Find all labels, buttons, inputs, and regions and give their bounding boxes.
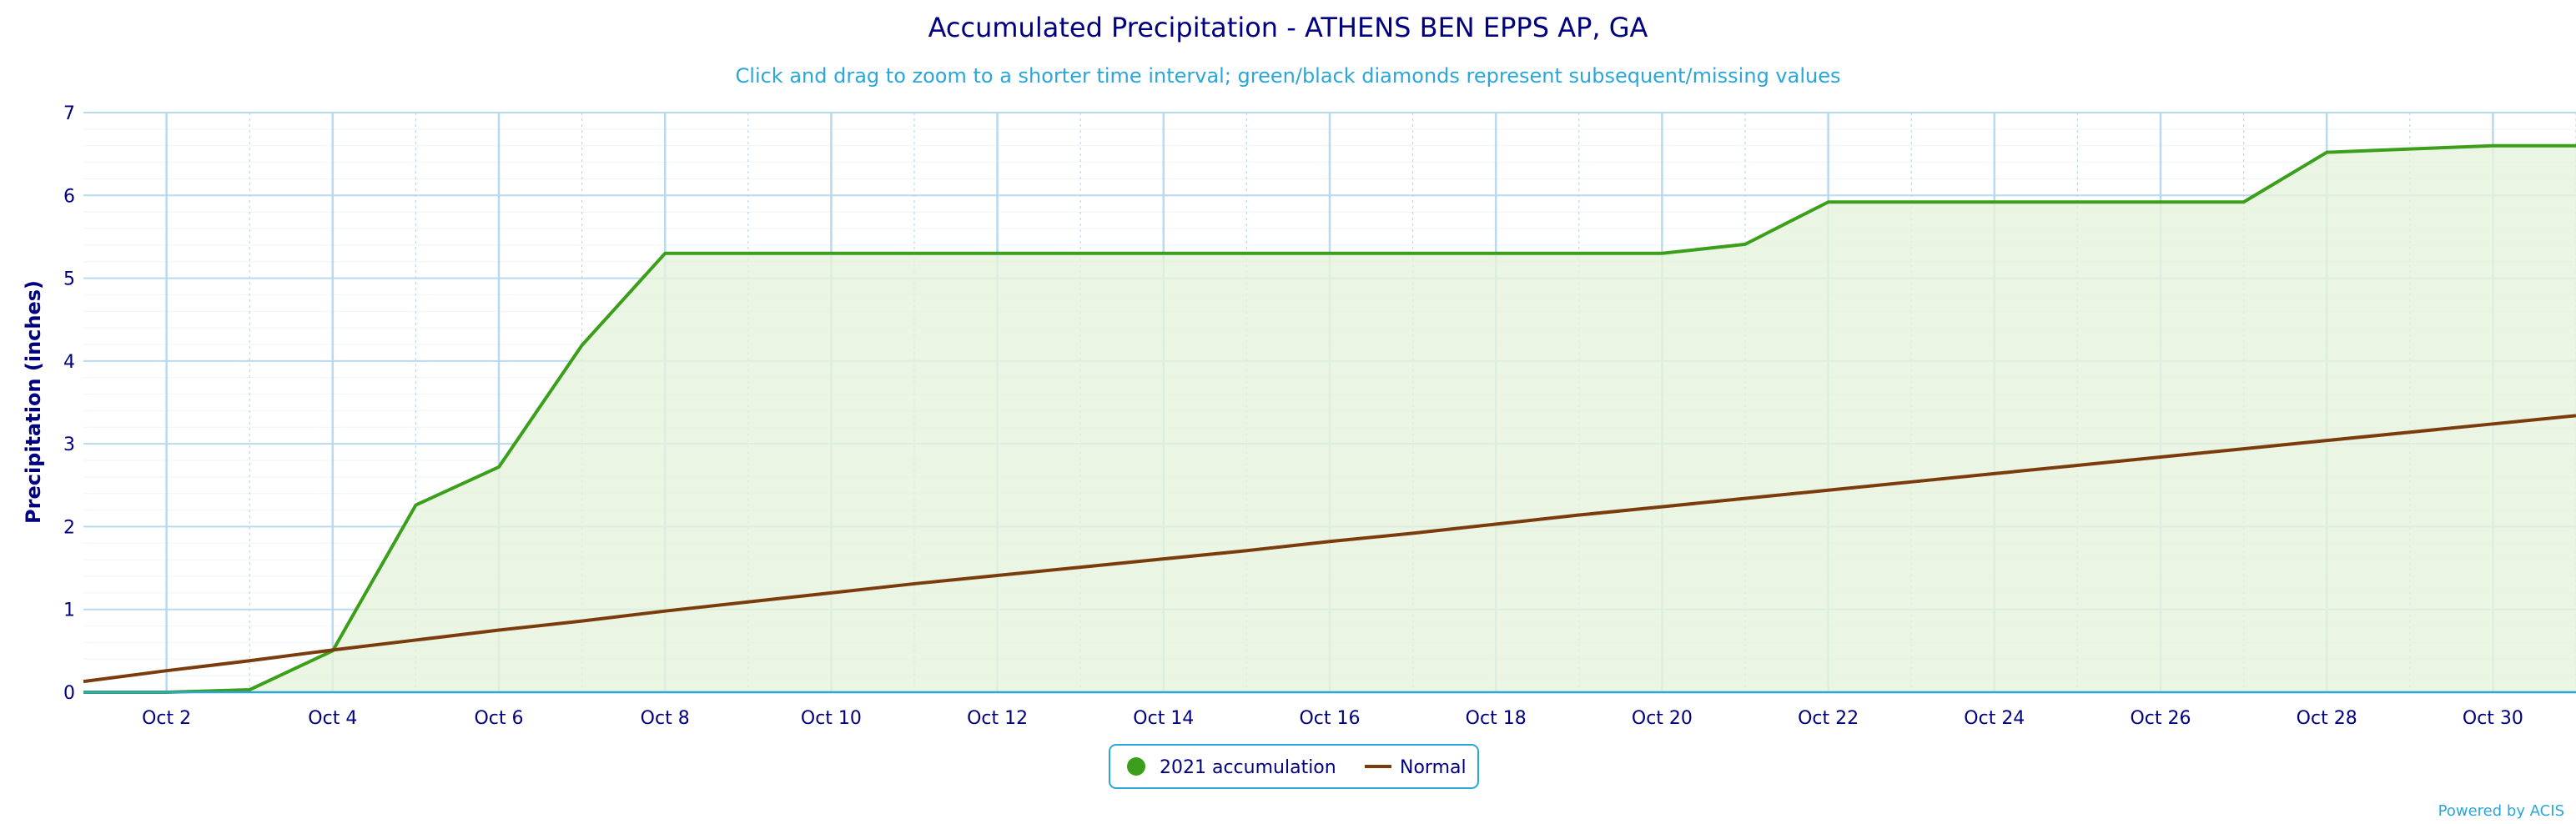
lines-layer <box>78 141 2576 694</box>
data-point-normal[interactable] <box>1740 494 1750 504</box>
data-point-normal[interactable] <box>826 588 836 598</box>
x-tick-label: Oct 10 <box>801 708 862 729</box>
data-point-2021-accumulation[interactable] <box>1241 249 1251 259</box>
data-point-normal[interactable] <box>1906 477 1916 487</box>
data-point-normal[interactable] <box>1990 469 2000 479</box>
x-tick-label: Oct 20 <box>1632 708 1693 729</box>
data-point-normal[interactable] <box>494 626 504 636</box>
data-point-2021-accumulation[interactable] <box>2322 148 2332 158</box>
y-tick-label: 2 <box>63 517 75 538</box>
area-layer <box>83 145 2576 692</box>
axes: 0 1 2 3 4 5 6 7 Oct 2 Oct 4 Oct 6 Oct 8 Oct 10 Oct 12… <box>63 103 2576 729</box>
data-point-normal[interactable] <box>1408 528 1418 538</box>
data-point-normal[interactable] <box>162 666 172 676</box>
legend[interactable]: 2021 accumulation Normal <box>1109 744 1479 789</box>
data-point-2021-accumulation[interactable] <box>1824 197 1834 207</box>
data-point-2021-accumulation[interactable] <box>2239 197 2249 207</box>
series-area-2021-accumulation <box>83 145 2576 692</box>
data-point-2021-accumulation[interactable] <box>2405 144 2415 154</box>
chart-title: Accumulated Precipitation - ATHENS BEN E… <box>928 12 1648 43</box>
legend-item-2021-accumulation[interactable]: 2021 accumulation <box>1127 757 1336 778</box>
data-point-2021-accumulation[interactable] <box>2488 141 2498 151</box>
data-point-2021-accumulation[interactable] <box>1657 249 1667 259</box>
data-point-normal[interactable] <box>2072 460 2082 470</box>
x-tick-label: Oct 4 <box>308 708 357 729</box>
legend-label-2021-accumulation: 2021 accumulation <box>1160 757 1336 778</box>
data-point-2021-accumulation[interactable] <box>660 249 670 259</box>
x-tick-label: Oct 12 <box>967 708 1028 729</box>
chart-subtitle: Click and drag to zoom to a shorter time… <box>736 64 1841 88</box>
x-tick-label: Oct 28 <box>2297 708 2357 729</box>
y-tick-label: 7 <box>63 103 75 124</box>
data-point-normal[interactable] <box>2239 444 2249 454</box>
data-point-2021-accumulation[interactable] <box>2156 197 2166 207</box>
y-tick-label: 5 <box>63 269 75 290</box>
data-point-normal[interactable] <box>78 676 88 686</box>
data-point-2021-accumulation[interactable] <box>1325 249 1335 259</box>
data-point-2021-accumulation[interactable] <box>993 249 1003 259</box>
data-point-normal[interactable] <box>2405 427 2415 437</box>
series-line-normal[interactable] <box>83 414 2576 684</box>
x-tick-label: Oct 2 <box>142 708 191 729</box>
data-point-normal[interactable] <box>1241 545 1251 555</box>
data-point-2021-accumulation[interactable] <box>410 500 420 510</box>
data-point-normal[interactable] <box>1824 485 1834 495</box>
data-point-2021-accumulation[interactable] <box>1491 249 1501 259</box>
y-tick-label: 4 <box>63 352 75 373</box>
data-point-2021-accumulation[interactable] <box>1159 249 1169 259</box>
data-point-2021-accumulation[interactable] <box>494 462 504 472</box>
data-point-normal[interactable] <box>909 579 919 589</box>
data-point-normal[interactable] <box>1491 519 1501 529</box>
x-tick-label: Oct 22 <box>1798 708 1859 729</box>
x-tick-label: Oct 26 <box>2130 708 2191 729</box>
legend-marker-2021-accumulation <box>1127 757 1145 776</box>
data-point-normal[interactable] <box>244 656 254 666</box>
data-point-2021-accumulation[interactable] <box>1574 249 1584 259</box>
data-point-normal[interactable] <box>1075 562 1085 572</box>
data-point-2021-accumulation[interactable] <box>2072 197 2082 207</box>
data-point-2021-accumulation[interactable] <box>1740 239 1750 249</box>
data-point-normal[interactable] <box>2322 435 2332 445</box>
credit-link[interactable]: Powered by ACIS <box>2438 802 2564 820</box>
y-tick-label: 6 <box>63 186 75 207</box>
x-tick-label: Oct 16 <box>1299 708 1360 729</box>
y-tick-label: 1 <box>63 600 75 621</box>
x-tick-label: Oct 14 <box>1133 708 1194 729</box>
data-point-normal[interactable] <box>1574 510 1584 520</box>
data-point-normal[interactable] <box>577 616 587 626</box>
data-point-normal[interactable] <box>2488 419 2498 429</box>
x-tick-label: Oct 18 <box>1466 708 1527 729</box>
data-point-normal[interactable] <box>1159 554 1169 564</box>
series-line-2021-accumulation[interactable] <box>83 143 2576 694</box>
data-point-2021-accumulation[interactable] <box>1075 249 1085 259</box>
data-point-2021-accumulation[interactable] <box>1408 249 1418 259</box>
legend-box <box>1109 744 1479 789</box>
data-point-normal[interactable] <box>410 635 420 645</box>
data-point-normal[interactable] <box>1325 536 1335 546</box>
y-axis-label: Precipitation (inches) <box>22 280 45 524</box>
legend-item-normal[interactable]: Normal <box>1365 757 1467 778</box>
data-point-normal[interactable] <box>660 606 670 616</box>
data-point-normal[interactable] <box>328 645 338 655</box>
data-point-2021-accumulation[interactable] <box>909 249 919 259</box>
legend-label-normal: Normal <box>1400 757 1467 778</box>
y-tick-label: 3 <box>63 435 75 455</box>
y-tick-label: 0 <box>63 683 75 704</box>
x-tick-label: Oct 8 <box>641 708 690 729</box>
data-point-normal[interactable] <box>743 597 753 607</box>
data-point-normal[interactable] <box>1657 502 1667 512</box>
x-tick-label: Oct 30 <box>2463 708 2523 729</box>
data-point-normal[interactable] <box>993 570 1003 580</box>
x-tick-label: Oct 6 <box>474 708 523 729</box>
data-point-2021-accumulation[interactable] <box>743 249 753 259</box>
data-point-normal[interactable] <box>2156 452 2166 462</box>
data-point-2021-accumulation[interactable] <box>826 249 836 259</box>
data-point-2021-accumulation[interactable] <box>577 340 587 350</box>
data-point-2021-accumulation[interactable] <box>1906 197 1916 207</box>
data-point-2021-accumulation[interactable] <box>1990 197 2000 207</box>
x-tick-label: Oct 24 <box>1964 708 2025 729</box>
